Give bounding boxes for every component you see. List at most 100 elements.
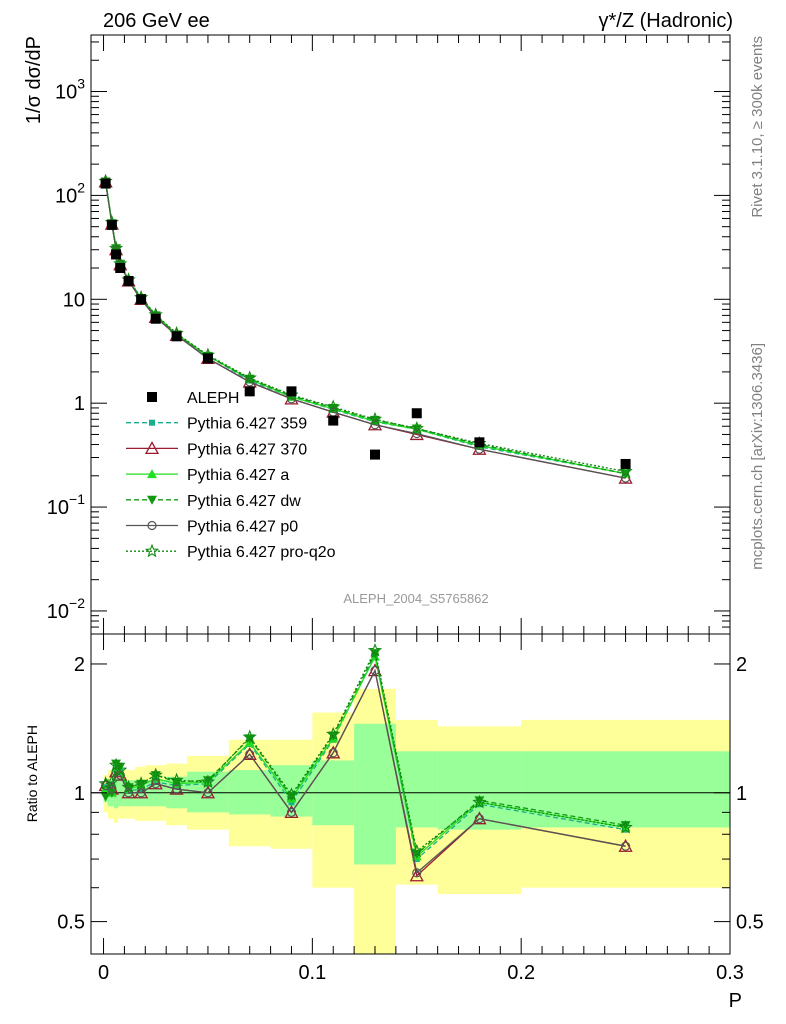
main-plot-series [98,173,633,484]
ratio-point-ppro [121,779,136,794]
analysis-id: ALEPH_2004_S5765862 [343,591,488,606]
data-point [150,313,161,324]
data-point [411,408,422,419]
series-line-p359 [104,181,626,475]
series-line-pp0 [104,181,626,479]
series-line-pdw [104,181,626,475]
ratio-band-inner [521,751,730,828]
data-point [111,249,122,260]
ratio-point-pdw [474,796,485,806]
ratio-y-tick-label-right: 0.5 [736,912,764,934]
main-ylabel: 1/σ dσ/dP [23,36,45,124]
legend-marker-p370 [144,441,160,455]
ratio-point-p370 [472,811,487,825]
ratio-point-p370 [242,746,257,760]
mcplots-label: mcplots.cern.ch [arXiv:1306.3436] [749,343,766,570]
ratio-point-ppro [326,726,341,741]
ratio-band-inner [354,723,396,865]
ratio-point-pdw [115,762,126,772]
ratio-band-inner [228,770,271,815]
plot-frames [90,34,731,955]
ratio-point-ppro [242,729,257,744]
data-point [136,294,147,305]
ratio-point-pp0 [474,814,485,824]
ratio-point-pdw [328,731,339,741]
x-tick-label: 0.1 [298,962,326,984]
legend-label-data: ALEPH [187,390,239,407]
ratio-point-ppro [472,794,487,809]
ratio-point-pp0 [620,841,631,851]
data-point [202,353,213,364]
ratio-point-p370 [326,745,341,759]
ratio-point-pp0 [136,788,146,798]
ratio-point-pp0 [151,779,161,789]
header-left: 206 GeV ee [103,10,210,32]
ratio-uncertainty-bands [91,688,730,954]
main-y-tick-label: 1 [74,393,85,415]
series-line-pa [104,181,626,475]
x-tick-label: 0.3 [716,962,744,984]
series-point-ppro [409,421,424,435]
main-y-tick-label: 10−2 [47,595,85,623]
ratio-point-ppro [409,843,424,858]
ratio-y-tick-label-right: 2 [736,654,747,676]
ratio-point-ppro [104,774,120,788]
ratio-ylabel: Ratio to ALEPH [24,725,40,822]
ratio-point-pp0 [328,748,338,758]
ratio-point-pp0 [286,807,297,817]
legend-label-pa: Pythia 6.427 a [187,467,289,484]
ratio-plot-series [98,642,633,882]
main-plot-data-points [100,178,631,469]
legend-marker-p359 [149,419,155,426]
legend-label-pp0: Pythia 6.427 p0 [187,519,298,536]
tick-labels: 10−2 10−1 1 10 102 103 0 0.1 0.2 0.3 0.5 0.5 1 1 2 2 [47,76,764,984]
main-y-tick-label: 102 [55,179,85,207]
data-point [620,458,631,469]
series-point-ppro [326,399,341,414]
ratio-point-pp0 [203,788,213,798]
data-point [115,263,126,274]
ratio-point-ppro [169,772,184,787]
data-point [328,415,339,426]
ratio-point-ppro [133,776,149,790]
series-line-ppro [104,181,626,473]
legend-marker-data [147,392,157,402]
axis-ticks [91,35,731,954]
legend-marker-pa [147,469,157,479]
ratio-point-ppro [618,819,633,834]
main-y-tick-label: 10−1 [47,491,85,519]
data-point [123,276,134,287]
ratio-point-ppro [98,776,113,790]
ratio-point-pp0 [245,749,255,759]
legend-marker-pdw [147,495,157,505]
ratio-point-ppro [367,642,383,657]
ratio-y-tick-label-left: 0.5 [57,912,85,934]
ratio-y-tick-label-left: 1 [74,783,85,805]
ratio-band-inner [113,778,119,809]
legend-marker-ppro [144,543,160,558]
ratio-point-pdw [620,821,631,831]
legend-marker-pp0 [147,520,157,531]
ratio-point-ppro [113,762,128,777]
ratio-y-tick-label-right: 1 [736,783,747,805]
main-y-tick-label: 103 [55,76,85,104]
x-tick-label: 0 [98,962,109,984]
series-line-p370 [104,181,626,479]
data-point [244,386,255,397]
ratio-line-ppro [105,648,626,853]
ratio-point-ppro [200,774,216,789]
ratio-point-pdw [100,792,111,802]
ratio-plot-frame [90,633,731,955]
ratio-point-ppro [148,767,163,782]
x-tick-label: 0.2 [507,962,535,984]
x-axis-label: P [729,990,742,1012]
legend-label-pdw: Pythia 6.427 dw [187,493,301,510]
rivet-label: Rivet 3.1.10, ≥ 300k events [749,36,766,218]
ratio-point-p370 [148,776,163,790]
series-point-ppro [367,411,383,426]
ratio-point-ppro [284,787,299,801]
series-point-ppro [242,370,257,385]
main-y-tick-label: 10 [63,289,85,311]
ratio-point-pdw [244,734,255,744]
ratio-point-pp0 [412,868,422,878]
